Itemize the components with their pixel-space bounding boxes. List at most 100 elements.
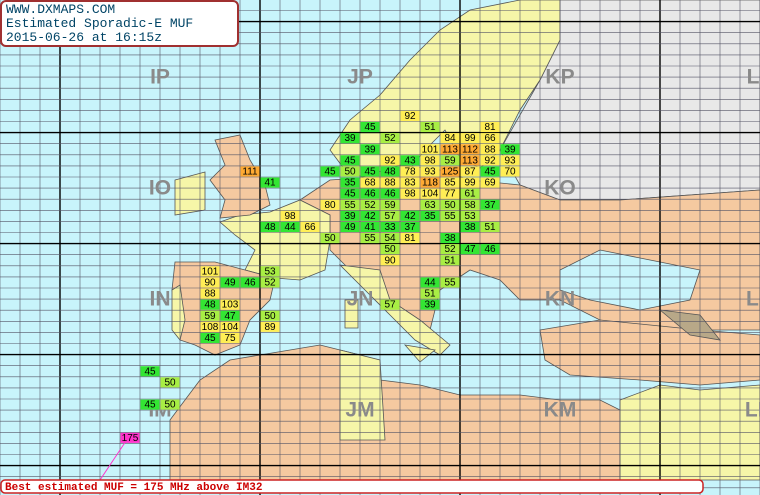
muf-value: 46 [384, 189, 396, 200]
muf-value: 75 [224, 333, 236, 344]
muf-cell [380, 155, 400, 166]
muf-value: 89 [264, 322, 276, 333]
muf-value: 35 [344, 178, 356, 189]
muf-value: 50 [264, 311, 276, 322]
muf-value: 45 [144, 400, 156, 411]
status: Best estimated MUF = 175 MHz above IM32 [5, 482, 262, 494]
muf-value: 70 [504, 166, 516, 177]
muf-value: 104 [422, 189, 439, 200]
muf-cell [360, 177, 380, 188]
muf-value: 41 [364, 222, 376, 233]
muf-cell [220, 332, 240, 343]
muf-cell [220, 299, 240, 310]
muf-value: 81 [404, 233, 416, 244]
muf-cell [260, 277, 280, 288]
muf-cell [420, 288, 440, 299]
muf-cell [320, 166, 340, 177]
muf-value: 45 [344, 155, 356, 166]
muf-value: 44 [424, 277, 436, 288]
muf-value: 55 [444, 277, 456, 288]
muf-value: 53 [464, 211, 476, 222]
muf-cell [400, 210, 420, 221]
muf-value: 55 [364, 233, 376, 244]
muf-value: 43 [404, 155, 416, 166]
muf-value: 50 [164, 377, 176, 388]
muf-cell [120, 432, 140, 443]
muf-cell [260, 321, 280, 332]
muf-value: 92 [484, 155, 496, 166]
field-label: JP [347, 66, 373, 89]
muf-cell [320, 199, 340, 210]
muf-cell [200, 288, 220, 299]
field-label: IP [150, 66, 170, 89]
muf-cell [460, 177, 480, 188]
muf-value: 50 [444, 200, 456, 211]
muf-value: 84 [444, 133, 456, 144]
muf-cell [380, 210, 400, 221]
muf-value: 39 [344, 211, 356, 222]
muf-value: 51 [444, 255, 456, 266]
muf-cell [260, 221, 280, 232]
muf-value: 98 [404, 189, 416, 200]
status-frame [0, 479, 704, 494]
muf-cell [420, 144, 440, 155]
muf-cell [360, 166, 380, 177]
muf-cell [440, 255, 460, 266]
muf-cell [300, 221, 320, 232]
muf-value: 45 [204, 333, 216, 344]
muf-cell [500, 144, 520, 155]
muf-value: 53 [264, 266, 276, 277]
muf-cell [500, 155, 520, 166]
muf-value: 37 [404, 222, 416, 233]
muf-cell [380, 188, 400, 199]
muf-value: 55 [344, 200, 356, 211]
muf-value: 47 [464, 244, 476, 255]
muf-value: 48 [264, 222, 276, 233]
muf-cell [420, 277, 440, 288]
muf-value: 69 [484, 178, 496, 189]
muf-value: 101 [202, 266, 219, 277]
muf-cell [400, 166, 420, 177]
muf-value: 113 [442, 144, 458, 155]
muf-value: 90 [204, 277, 216, 288]
muf-cell [440, 177, 460, 188]
muf-value: 54 [384, 233, 396, 244]
muf-value: 39 [504, 144, 516, 155]
muf-cell [340, 155, 360, 166]
muf-cell [240, 277, 260, 288]
muf-cell [440, 199, 460, 210]
muf-value: 47 [224, 311, 236, 322]
muf-value: 45 [364, 122, 376, 133]
muf-value: 88 [204, 289, 216, 300]
muf-cell [460, 221, 480, 232]
muf-cell [460, 155, 480, 166]
muf-value: 39 [364, 144, 376, 155]
pointer-line [99, 437, 129, 481]
muf-cell [480, 166, 500, 177]
muf-value: 50 [384, 244, 396, 255]
muf-value: 51 [424, 122, 436, 133]
muf-cell [220, 277, 240, 288]
muf-cell [400, 233, 420, 244]
muf-cell [420, 166, 440, 177]
muf-cell [380, 133, 400, 144]
muf-cell [360, 122, 380, 133]
muf-value: 88 [484, 144, 496, 155]
muf-value: 125 [442, 166, 459, 177]
muf-value: 46 [364, 189, 376, 200]
muf-value: 52 [384, 133, 396, 144]
muf-cell [400, 221, 420, 232]
muf-cell [340, 188, 360, 199]
field-label: IO [149, 177, 171, 200]
muf-cell [260, 177, 280, 188]
muf-value: 175 [122, 433, 139, 444]
muf-value: 55 [444, 211, 456, 222]
muf-value: 85 [444, 178, 456, 189]
muf-value: 45 [144, 366, 156, 377]
muf-value: 61 [464, 189, 476, 200]
muf-value: 80 [324, 200, 336, 211]
field-label: JM [345, 399, 374, 422]
muf-cell [360, 233, 380, 244]
